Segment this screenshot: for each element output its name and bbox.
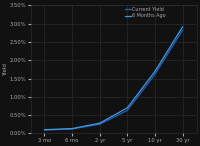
Y-axis label: Yield: Yield: [3, 63, 8, 76]
Legend: Current Yield, 6 Months Ago: Current Yield, 6 Months Ago: [124, 7, 166, 19]
